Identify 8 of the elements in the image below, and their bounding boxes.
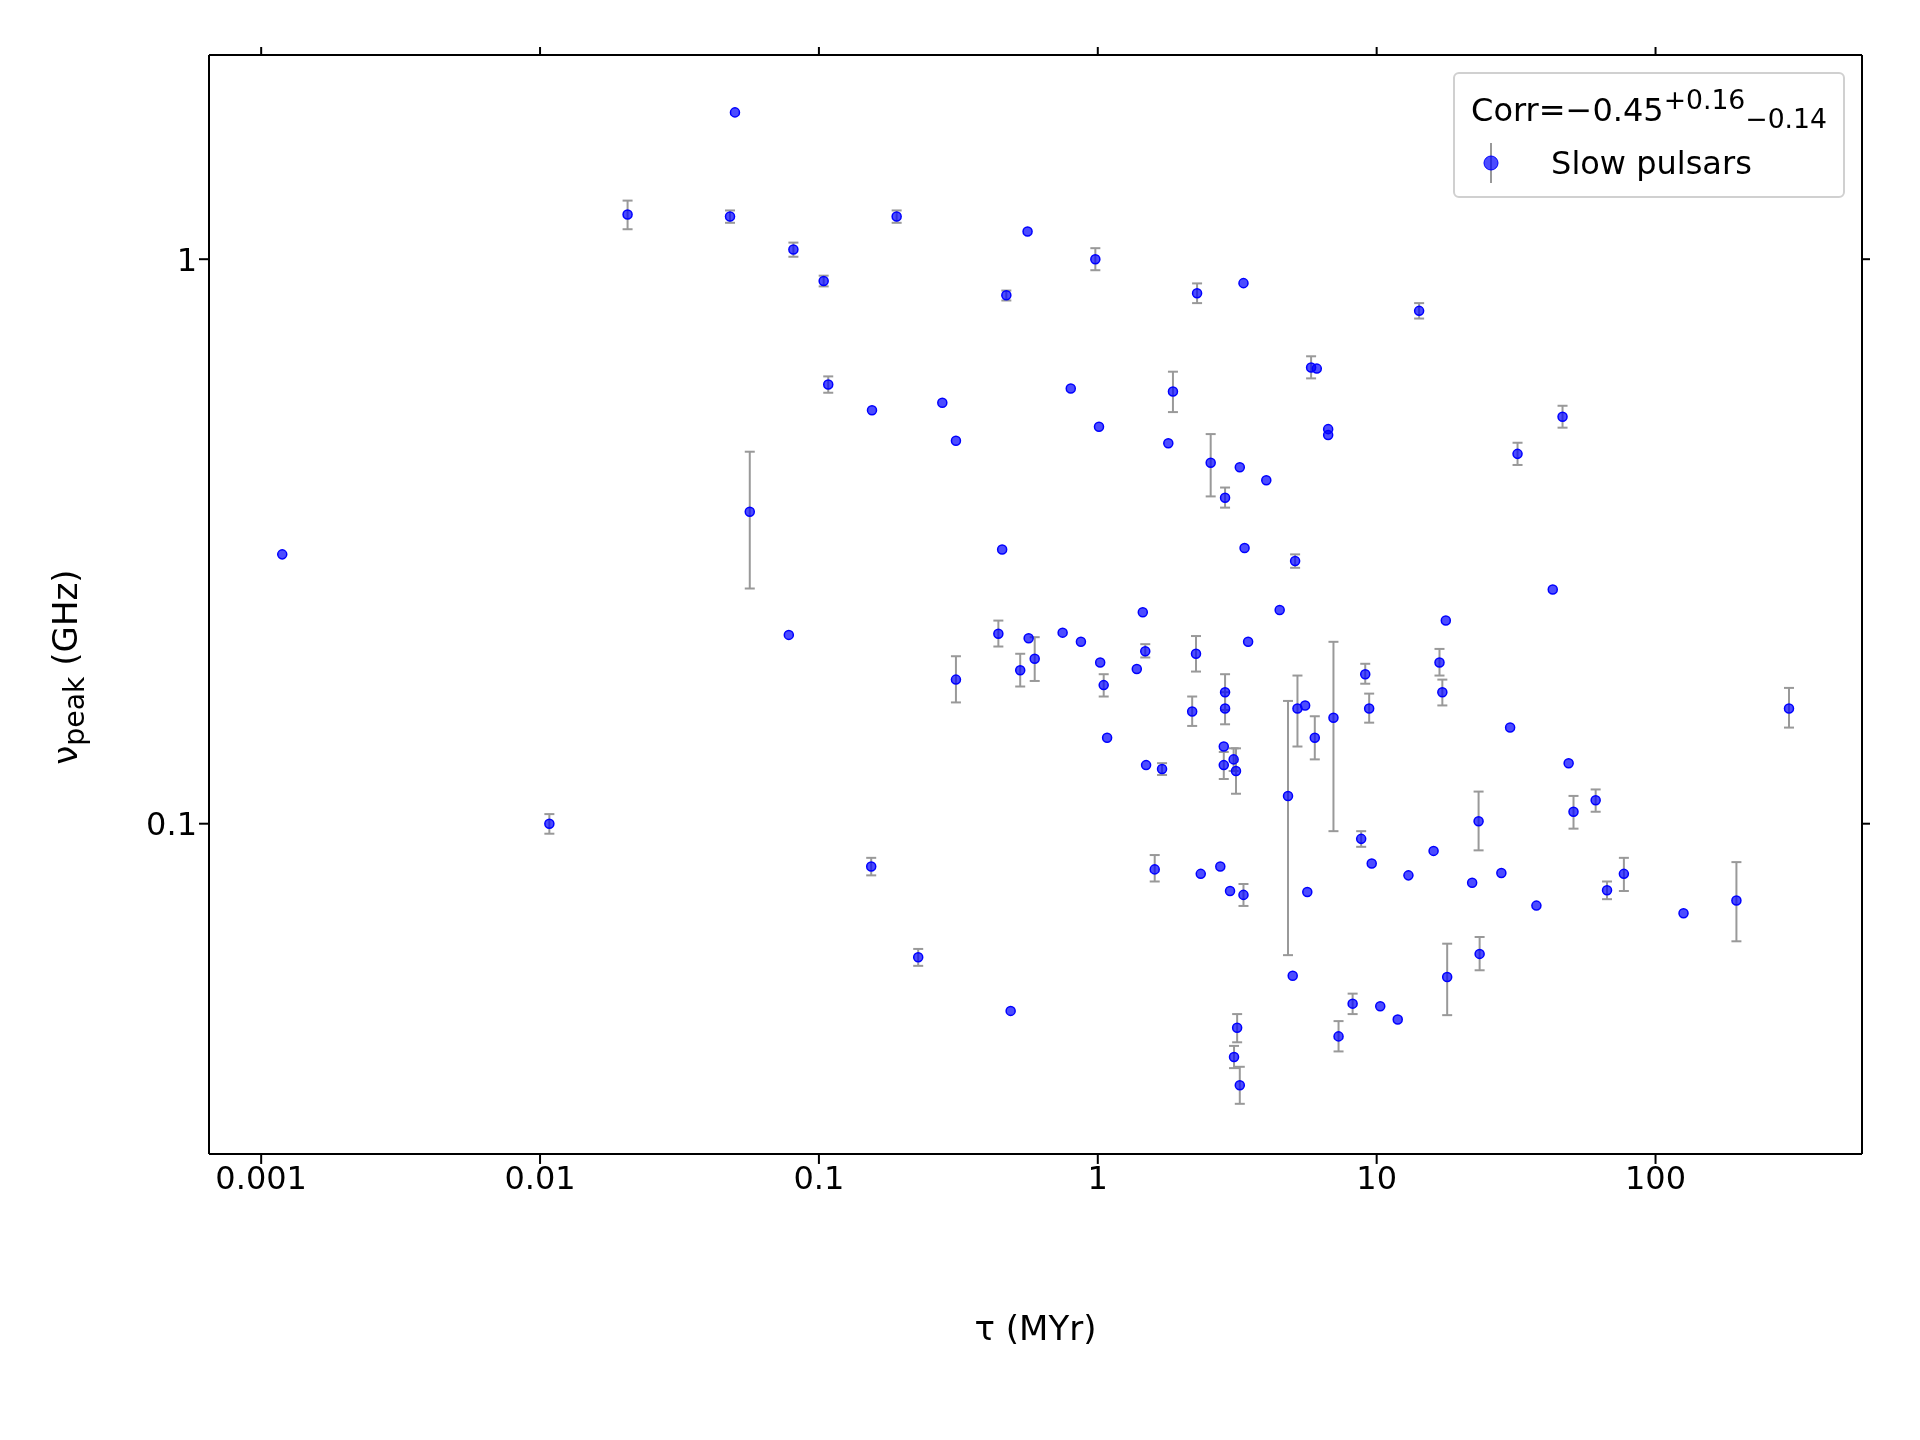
x-tick-label: 0.01 — [504, 1158, 576, 1197]
x-tick-label: 100 — [1624, 1158, 1687, 1197]
x-axis-title: τ (MYr) — [973, 1308, 1098, 1348]
legend-label: Slow pulsars — [1551, 144, 1752, 183]
x-tick-label: 10 — [1356, 1158, 1398, 1197]
x-tick-label: 1 — [1087, 1158, 1108, 1197]
x-tick-label: 0.001 — [215, 1158, 307, 1197]
x-tick-label: 0.1 — [793, 1158, 845, 1197]
